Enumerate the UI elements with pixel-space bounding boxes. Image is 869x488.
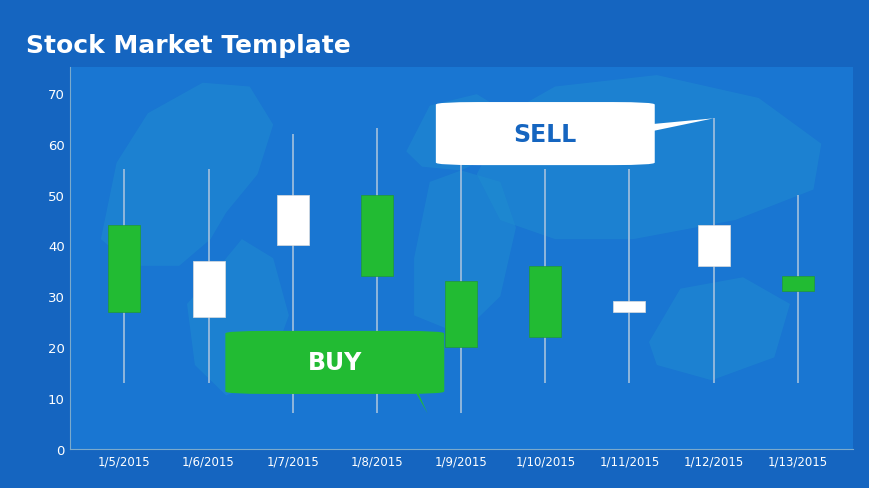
Polygon shape <box>612 119 713 140</box>
Polygon shape <box>414 171 515 335</box>
Text: SELL: SELL <box>513 122 576 146</box>
Polygon shape <box>401 357 427 413</box>
FancyBboxPatch shape <box>361 195 393 276</box>
Polygon shape <box>406 95 507 171</box>
FancyBboxPatch shape <box>528 266 561 337</box>
Polygon shape <box>187 240 289 396</box>
FancyBboxPatch shape <box>445 282 476 347</box>
FancyBboxPatch shape <box>225 331 444 394</box>
Polygon shape <box>648 278 789 381</box>
Polygon shape <box>476 76 820 240</box>
Text: BUY: BUY <box>308 351 362 375</box>
FancyBboxPatch shape <box>192 261 224 317</box>
FancyBboxPatch shape <box>697 225 729 266</box>
FancyBboxPatch shape <box>613 302 645 312</box>
Text: Stock Market Template: Stock Market Template <box>26 34 350 58</box>
FancyBboxPatch shape <box>781 276 813 292</box>
FancyBboxPatch shape <box>435 103 654 166</box>
Polygon shape <box>101 83 273 266</box>
FancyBboxPatch shape <box>109 225 140 312</box>
FancyBboxPatch shape <box>276 195 308 246</box>
